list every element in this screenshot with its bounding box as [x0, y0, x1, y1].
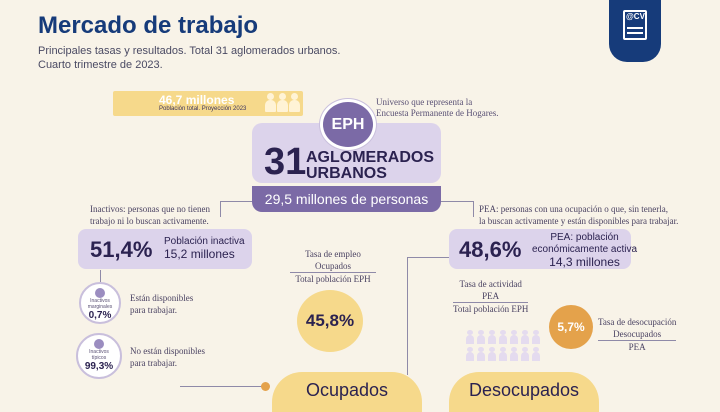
desocupados-box: Desocupados [449, 372, 599, 412]
person-icon [95, 288, 105, 298]
marginales-label-1: Inactivos [90, 298, 110, 304]
person-icon [277, 93, 288, 113]
eph-note-line-2: Encuesta Permanente de Hogares. [376, 108, 499, 118]
desocupacion-title: Tasa de desocupación [598, 317, 677, 327]
connector-line [220, 201, 252, 202]
marginales-desc-2: para trabajar. [130, 305, 177, 315]
page-subtitle: Principales tasas y resultados. Total 31… [38, 44, 340, 72]
inactivos-box [78, 229, 252, 269]
page-title: Mercado de trabajo [38, 12, 259, 39]
cv-logo[interactable]: @CV [609, 0, 661, 62]
tipicos-value: 99,3% [84, 361, 114, 372]
pea-percent: 48,6% [459, 237, 522, 262]
people-group-icon [466, 330, 546, 370]
pea-label: PEA: población económicamente activa 14,… [532, 232, 637, 268]
empleo-numerator: Ocupados [315, 261, 351, 271]
cv-document-icon [623, 10, 647, 40]
actividad-formula: Tasa de actividad PEA Total población EP… [453, 278, 529, 315]
desocupacion-denominator: PEA [598, 340, 677, 353]
ocupados-box: Ocupados [272, 372, 422, 412]
marginales-desc: Están disponibles para trabajar. [130, 292, 193, 316]
pea-label-line-1: PEA: población [550, 232, 619, 243]
pea-label-line-2: económicamente activa [532, 244, 638, 255]
inactivos-note-line-2: trabajo ni lo buscan activamente. [90, 216, 209, 226]
person-icon [94, 339, 104, 349]
inactivos-label: Población inactiva 15,2 millones [164, 236, 245, 260]
eph-label: AGLOMERADOS URBANOS [306, 150, 434, 182]
eph-badge: EPH [320, 99, 376, 150]
tipicos-desc: No están disponibles para trabajar. [130, 345, 205, 369]
pea-note-line-2: la buscan activamente y están disponible… [479, 216, 679, 226]
marginales-label-2: marginales [87, 304, 113, 310]
inactivos-tipicos-circle: Inactivos típicos 99,3% [76, 333, 122, 379]
subtitle-line-1: Principales tasas y resultados. Total 31… [38, 45, 341, 57]
tipicos-desc-1: No están disponibles [130, 346, 205, 356]
actividad-numerator: PEA [482, 291, 500, 301]
empleo-title: Tasa de empleo [305, 249, 361, 259]
empleo-value: 45,8% [297, 290, 363, 352]
pea-note-line-1: PEA: personas con una ocupación o que, s… [479, 204, 668, 214]
inactivos-marginales-circle: Inactivos marginales 0,7% [79, 282, 121, 324]
desocupacion-value: 5,7% [549, 305, 593, 349]
eph-note: Universo que representa la Encuesta Perm… [376, 97, 498, 119]
actividad-title: Tasa de actividad [459, 279, 522, 289]
connector-line [473, 201, 474, 217]
connector-line [220, 201, 221, 217]
eph-number: 31 [264, 141, 307, 183]
actividad-denominator: Total población EPH [453, 302, 529, 314]
doc-line-icon [627, 27, 643, 29]
empleo-denominator: Total población EPH [290, 272, 376, 285]
person-icon [289, 93, 300, 113]
population-banner: 46,7 millones Población total. Proyecció… [113, 91, 303, 116]
inactivos-label-text: Población inactiva [164, 236, 245, 247]
eph-label-line-2: URBANOS [306, 165, 387, 182]
person-icon [265, 93, 276, 113]
tipicos-label-2: típicos [91, 355, 107, 361]
connector-line [441, 201, 473, 202]
connector-line [407, 257, 408, 375]
tipicos-desc-2: para trabajar. [130, 358, 177, 368]
population-value: 46,7 millones [159, 93, 235, 107]
tipicos-label-1: Inactivos [89, 349, 109, 355]
desocupacion-numerator: Desocupados [613, 329, 662, 339]
doc-line-icon [627, 32, 643, 34]
eph-note-line-1: Universo que representa la [376, 97, 473, 107]
logo-text: @CV [626, 12, 645, 21]
connector-line [180, 386, 265, 387]
eph-label-line-1: AGLOMERADOS [306, 149, 434, 166]
connector-line [100, 270, 101, 282]
marginales-value: 0,7% [88, 310, 112, 321]
connector-dot [261, 382, 270, 391]
desocupacion-formula: Tasa de desocupación Desocupados PEA [598, 316, 677, 353]
pea-box [449, 229, 631, 269]
empleo-formula: Tasa de empleo Ocupados Total población … [290, 248, 376, 285]
inactivos-percent: 51,4% [90, 237, 153, 262]
population-label: Población total. Proyección 2023 [159, 106, 247, 112]
inactivos-note: Inactivos: personas que no tienen trabaj… [90, 203, 210, 227]
pea-note: PEA: personas con una ocupación o que, s… [479, 203, 678, 227]
connector-line [407, 257, 449, 258]
eph-people: 29,5 millones de personas [252, 186, 441, 212]
subtitle-line-2: Cuarto trimestre de 2023. [38, 59, 163, 71]
pea-value: 14,3 millones [549, 255, 620, 269]
marginales-desc-1: Están disponibles [130, 293, 194, 303]
inactivos-note-line-1: Inactivos: personas que no tienen [90, 204, 210, 214]
inactivos-value: 15,2 millones [164, 247, 235, 261]
